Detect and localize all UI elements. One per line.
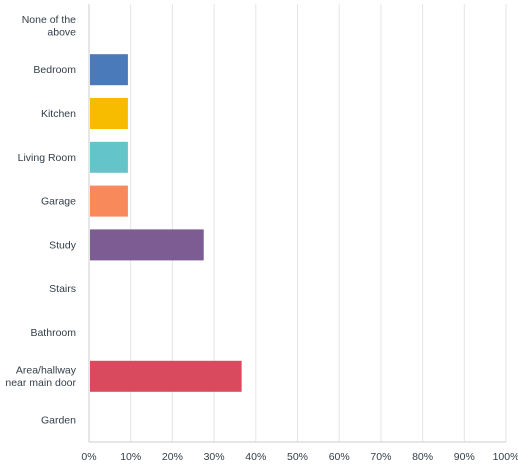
category-label: Living Room (18, 152, 77, 164)
x-tick-label: 60% (329, 451, 350, 463)
grid-layer (130, 4, 507, 442)
category-label: Garage (41, 196, 76, 208)
category-label: Garden (41, 415, 76, 427)
category-label: Bedroom (33, 64, 76, 76)
x-tick-label: 100% (493, 451, 518, 463)
x-tick-label: 30% (204, 451, 225, 463)
x-tick-label: 20% (162, 451, 183, 463)
bar (90, 185, 128, 217)
category-label: Area/hallway near main door (5, 365, 76, 390)
bar (90, 54, 128, 86)
label-layer: None of the above Bedroom Kitchen Living Roo… (5, 14, 76, 426)
bar (90, 360, 242, 392)
axis-layer: 0% 10% 20% 30% 40% 50% 60% 70% 80% 90% 100% (81, 4, 518, 463)
bar (90, 229, 204, 261)
x-tick-label: 40% (245, 451, 266, 463)
x-tick-label: 0% (81, 451, 96, 463)
category-label: None of the above (22, 14, 76, 39)
bar (90, 141, 128, 173)
category-label: Study (49, 239, 77, 251)
category-label: Stairs (49, 283, 76, 295)
category-label: Bathroom (30, 327, 76, 339)
x-tick-label: 90% (454, 451, 475, 463)
x-tick-label: 80% (412, 451, 433, 463)
x-tick-label: 70% (370, 451, 391, 463)
x-tick-label: 10% (120, 451, 141, 463)
category-label: Kitchen (41, 108, 76, 120)
bar-layer (90, 54, 242, 392)
bar (90, 98, 128, 129)
x-tick-label: 50% (287, 451, 308, 463)
